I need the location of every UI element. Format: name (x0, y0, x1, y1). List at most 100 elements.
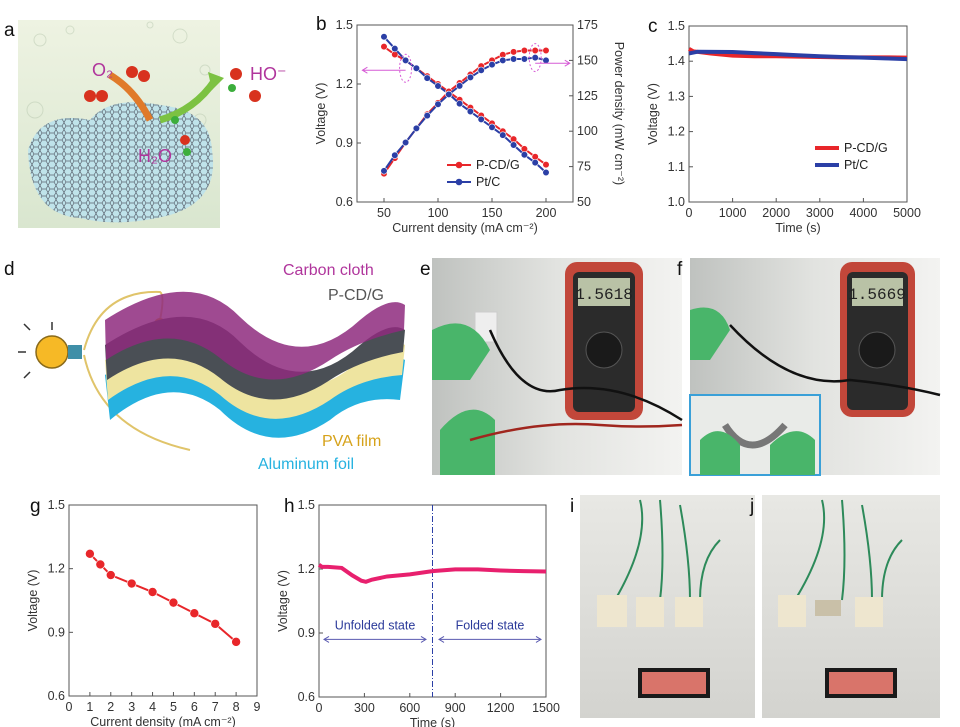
data-point (542, 56, 550, 65)
y-axis-label: Voltage (V) (646, 83, 660, 145)
series-line-0 (317, 563, 547, 584)
y-tick-label: 1.4 (668, 54, 685, 68)
o2-label: O₂ (92, 60, 113, 80)
data-point (520, 46, 529, 55)
x-tick-label: 50 (377, 206, 391, 220)
data-point (380, 33, 388, 41)
data-point (477, 66, 485, 74)
y-tick-label: 0.6 (336, 195, 353, 209)
chart-g: 0 1 2 3 4 5 6 7 8 9 0.6 0.9 1.2 1.5 Current density (m… (26, 498, 261, 727)
y-tick-label: 0.6 (298, 690, 315, 704)
chart-h: 0 300 600 900 1200 1500 0.6 0.9 1.2 1.5 Time (s) Vo… (276, 498, 560, 727)
x-tick-label: 200 (536, 206, 557, 220)
panel-letter-g: g (30, 496, 41, 517)
data-point (456, 100, 464, 108)
data-point (488, 123, 496, 131)
data-point (423, 74, 431, 82)
x-axis-label: Time (s) (775, 221, 820, 235)
state-annotation: Folded state (456, 618, 525, 632)
data-point (147, 587, 158, 597)
data-point (509, 141, 518, 149)
data-point (105, 570, 116, 580)
data-point (456, 82, 464, 90)
data-point (531, 159, 539, 167)
data-point (542, 168, 550, 177)
data-point (380, 167, 388, 175)
series-line-0 (89, 553, 237, 643)
x-tick-label: 0 (316, 701, 323, 715)
data-point (412, 64, 421, 72)
charts: 50 100 150 2000.60.91.21.55075100125150175P… (26, 18, 921, 727)
y2-tick-label: 100 (577, 124, 598, 138)
y-tick-label: 1.2 (668, 125, 685, 139)
panel-letter-j: j (749, 496, 754, 517)
y-axis-label: Voltage (V) (276, 570, 290, 632)
x-tick-label: 1 (86, 700, 93, 714)
data-point (189, 608, 200, 619)
legend-marker (455, 178, 463, 186)
data-point (434, 82, 442, 90)
data-point (391, 151, 399, 159)
y-tick-label: 1.5 (668, 19, 685, 33)
legend-label: Pt/C (844, 158, 868, 172)
panel-j-photo (762, 495, 940, 718)
y-tick-label: 0.6 (48, 689, 65, 703)
chart-c: 0 1000 2000 3000 4000 5000 1.0 1.1 1.2 1.3 1.4 1.5 T… (646, 19, 921, 235)
arrowhead (323, 635, 427, 643)
panel-letter-c: c (648, 16, 658, 37)
meter-reading-f: 1.5669 (848, 286, 906, 304)
legend-marker (455, 161, 463, 169)
y2-axis-label: Power density (mW cm⁻²) (612, 42, 626, 185)
panel-letter-h: h (284, 496, 295, 517)
pva-film-label: PVA film (322, 433, 381, 450)
x-tick-label: 8 (233, 700, 240, 714)
x-tick-label: 5 (170, 700, 177, 714)
data-point (423, 112, 431, 120)
x-tick-label: 1500 (532, 701, 560, 715)
panel-a-schematic: O₂ HO⁻ H₂O (18, 20, 287, 228)
data-point (380, 43, 388, 51)
data-point (445, 90, 453, 98)
plot-frame (68, 504, 258, 697)
y-tick-label: 1.5 (48, 498, 65, 512)
panel-letter-e: e (420, 259, 431, 280)
x-tick-label: 1000 (719, 206, 747, 220)
series-line-1 (688, 49, 908, 62)
data-point (402, 56, 410, 65)
data-point (499, 56, 507, 65)
data-point (402, 138, 410, 147)
panel-e-photo: 1.5618 (432, 258, 683, 475)
data-point (531, 46, 539, 55)
data-point (509, 48, 518, 56)
left-axis-arrow-icon (361, 66, 406, 74)
data-point (85, 549, 95, 559)
x-tick-label: 1200 (487, 701, 515, 715)
data-point (434, 100, 442, 108)
x-tick-label: 100 (428, 206, 449, 220)
y-tick-label: 0.9 (298, 626, 315, 640)
panel-i-photo (580, 495, 755, 718)
x-axis-label: Time (s) (410, 716, 455, 727)
data-point (168, 597, 179, 608)
panel-letter-a: a (4, 20, 15, 41)
panel-d-schematic: Carbon cloth P-CD/G PVA film Aluminum fo… (18, 262, 405, 473)
data-point (391, 44, 399, 53)
chart-b: 50 100 150 200 0.6 0.9 1.2 1.5 50 75 100 125 150 175 P… (314, 18, 626, 235)
y-tick-label: 1.2 (336, 77, 353, 91)
data-point (542, 46, 550, 55)
y-axis-label: Voltage (V) (314, 83, 328, 145)
data-point (210, 619, 221, 629)
data-point (466, 107, 475, 116)
data-point (509, 55, 518, 63)
x-tick-label: 0 (66, 700, 73, 714)
x-tick-label: 3 (128, 700, 135, 714)
x-tick-label: 300 (354, 701, 375, 715)
data-point (542, 161, 550, 169)
x-tick-label: 0 (686, 206, 693, 220)
y-axis-label: Voltage (V) (26, 570, 40, 632)
pcdg-layer-label: P-CD/G (328, 287, 384, 304)
x-tick-label: 4000 (849, 206, 877, 220)
left-axis-marker (399, 53, 413, 83)
panel-f-photo: 1.5669 (689, 258, 941, 476)
y2-tick-label: 175 (577, 18, 598, 32)
